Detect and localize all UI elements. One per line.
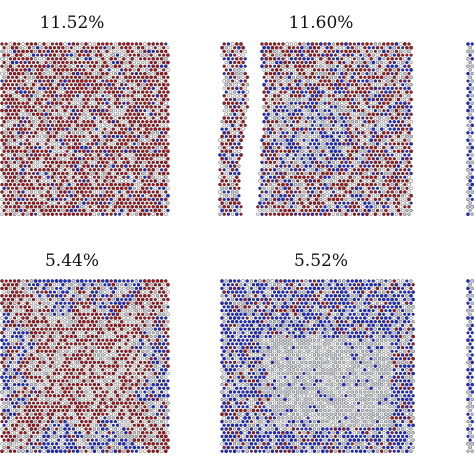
lattice-panel-bottom-right-fragment [466,279,474,455]
panel-label-top-left: 11.52% [39,13,105,33]
atom-lattice [0,42,170,216]
lattice-panel-top-middle [218,42,416,216]
atom-lattice [220,279,415,454]
lattice-panel-top-right-fragment [466,42,474,216]
panel-label-bottom-left: 5.44% [44,251,100,271]
atom-lattice [466,279,474,453]
lattice-panel-top-left [0,42,170,216]
atom-lattice [466,42,474,216]
atom-lattice [0,279,170,454]
lattice-panel-bottom-middle [220,279,416,455]
panel-label-bottom-middle: 5.52% [293,251,349,271]
panel-label-top-middle: 11.60% [288,13,354,33]
lattice-panel-bottom-left [0,279,170,455]
atom-lattice [218,42,413,216]
